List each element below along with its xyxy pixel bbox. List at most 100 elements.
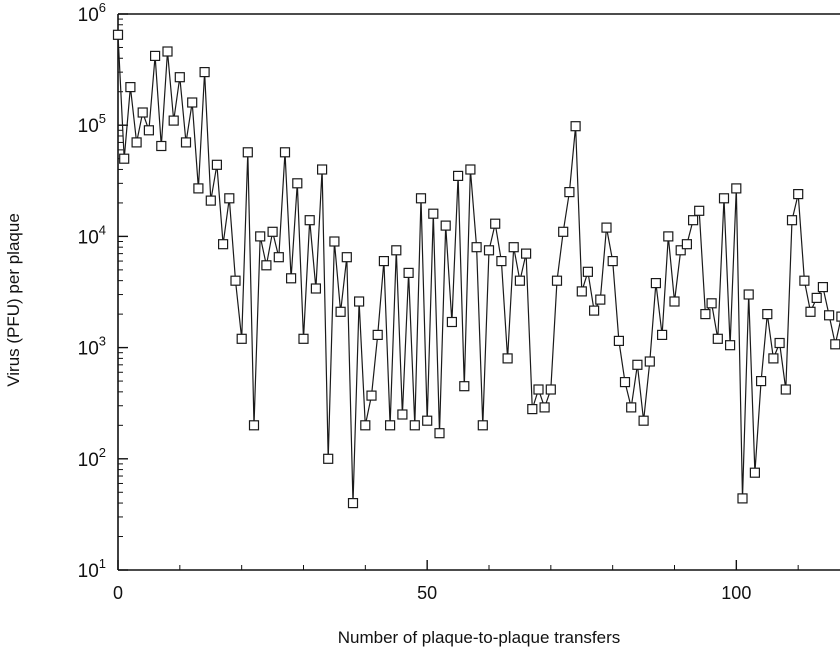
data-point <box>749 467 761 478</box>
data-point <box>137 107 148 118</box>
x-axis-ticks: 0 50 100 <box>113 560 799 603</box>
data-point <box>323 453 334 464</box>
y-axis-ticks: 101 102 103 104 105 106 <box>78 0 128 582</box>
data-point <box>279 147 291 158</box>
data-point <box>391 245 402 256</box>
data-point <box>663 231 674 242</box>
data-point <box>570 121 581 132</box>
y-tick-label: 104 <box>78 222 106 248</box>
data-point <box>131 137 142 148</box>
data-point <box>218 239 229 250</box>
y-tick-label: 101 <box>78 556 106 582</box>
data-point <box>310 283 321 294</box>
data-point <box>180 137 192 148</box>
data-point <box>675 245 686 256</box>
data-point <box>471 242 482 253</box>
y-tick-label: 105 <box>78 111 106 137</box>
data-point <box>780 384 791 395</box>
data-point <box>477 420 488 431</box>
data-point <box>422 415 433 426</box>
data-point <box>143 125 154 136</box>
data-point <box>378 256 389 267</box>
data-point <box>372 329 383 340</box>
data-point <box>588 305 600 316</box>
data-point <box>298 333 309 344</box>
data-point <box>799 275 810 286</box>
data-point <box>446 316 457 328</box>
data-point <box>650 278 662 289</box>
data-point <box>112 29 124 40</box>
data-point <box>830 339 840 350</box>
data-point <box>731 183 742 194</box>
series-line <box>117 34 840 504</box>
data-point <box>805 306 816 317</box>
data-point <box>502 353 513 364</box>
data-point <box>341 252 352 263</box>
data-point <box>724 340 736 351</box>
data-point <box>656 329 668 340</box>
data-point <box>483 245 495 256</box>
data-point <box>119 153 130 164</box>
data-point <box>576 286 587 297</box>
data-point <box>564 187 575 198</box>
data-point <box>533 384 544 395</box>
data-point <box>205 195 216 206</box>
data-point <box>428 208 439 219</box>
data-point <box>700 309 711 320</box>
x-tick-label: 50 <box>417 583 437 603</box>
data-point <box>317 164 328 175</box>
data-point <box>286 273 297 284</box>
data-point <box>743 289 754 300</box>
data-point <box>817 282 829 293</box>
data-point <box>261 260 272 271</box>
data-point <box>168 115 179 126</box>
data-point <box>786 215 798 226</box>
data-point <box>687 215 699 226</box>
data-point <box>453 170 464 181</box>
data-point <box>242 147 253 158</box>
y-tick-label: 102 <box>78 445 106 471</box>
data-point <box>187 97 198 108</box>
data-point <box>403 267 414 278</box>
data-point <box>527 404 538 415</box>
data-point <box>520 248 532 259</box>
data-point <box>459 381 470 392</box>
data-point <box>836 311 840 322</box>
data-point <box>706 298 717 309</box>
data-point <box>774 337 785 349</box>
y-tick-label: 106 <box>78 0 106 26</box>
data-point <box>712 333 723 344</box>
data-point <box>737 493 748 504</box>
data-point <box>409 420 420 431</box>
data-point <box>230 275 241 286</box>
data-point <box>366 390 377 401</box>
data-point <box>669 296 680 307</box>
data-point <box>211 159 222 170</box>
data-point <box>199 66 210 78</box>
data-point <box>440 220 451 231</box>
data-point <box>508 242 519 253</box>
x-tick-label: 0 <box>113 583 123 603</box>
y-axis-label: Virus (PFU) per plaque <box>4 213 23 387</box>
data-point <box>150 50 161 62</box>
data-point <box>329 236 340 247</box>
data-point <box>267 226 278 237</box>
data-point <box>762 309 773 320</box>
data-point <box>545 384 556 395</box>
data-point <box>539 402 550 413</box>
data-point <box>224 193 235 204</box>
data-point <box>514 275 526 286</box>
data-point <box>397 409 408 420</box>
data-point <box>496 256 507 267</box>
data-point <box>551 275 563 286</box>
x-tick-label: 100 <box>721 583 751 603</box>
data-point <box>162 46 173 57</box>
data-point <box>811 292 822 303</box>
data-point <box>125 81 136 93</box>
data-point <box>558 226 569 237</box>
data-point <box>304 215 315 226</box>
data-point <box>626 402 637 413</box>
data-point <box>613 335 625 346</box>
data-point <box>347 498 359 509</box>
data-point <box>793 189 804 200</box>
